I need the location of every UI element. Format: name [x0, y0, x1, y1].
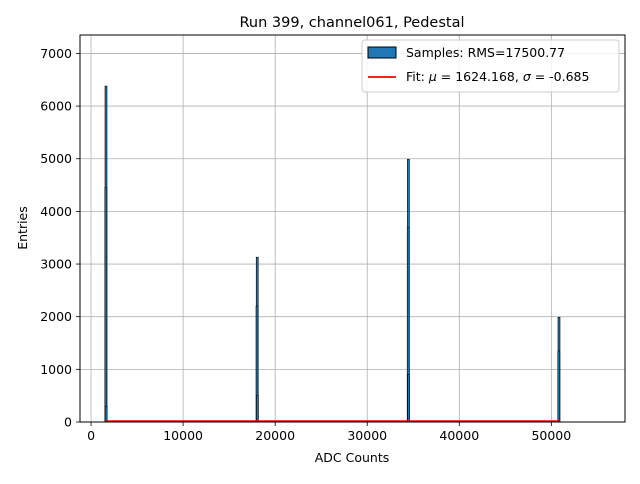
y-tick-label: 3000: [40, 257, 72, 272]
legend-label-samples: Samples: RMS=17500.77: [406, 45, 565, 60]
legend-box: [361, 39, 620, 93]
legend: Samples: RMS=17500.77 Fit: μ = 1624.168,…: [361, 39, 620, 93]
legend-fit-mu-symbol: μ: [428, 69, 437, 84]
y-tick-label: 4000: [40, 204, 72, 219]
x-tick-label: 20000: [255, 428, 295, 443]
legend-fit-prefix: Fit:: [406, 69, 429, 84]
y-axis-label: Entries: [15, 206, 30, 250]
legend-fit-sigma-symbol: σ: [523, 69, 532, 84]
y-tick-label: 7000: [40, 46, 72, 61]
histogram-bar: [557, 350, 561, 423]
y-tick-label: 1000: [40, 362, 72, 377]
x-tick-label: 50000: [531, 428, 571, 443]
chart-title: Run 399, channel061, Pedestal: [239, 15, 464, 31]
x-tick-label: 0: [87, 428, 95, 443]
x-tick-label: 30000: [347, 428, 387, 443]
legend-fit-sigma-value: = -0.685: [531, 69, 590, 84]
y-axis-ticks: 0 1000 2000 3000 4000 5000 6000 7000: [40, 46, 80, 430]
histogram-bar: [104, 187, 108, 423]
x-axis-label: ADC Counts: [315, 450, 390, 465]
x-axis-ticks: 0 10000 20000 30000 40000 50000: [87, 422, 571, 443]
x-tick-label: 40000: [439, 428, 479, 443]
plot-frame: [79, 34, 626, 423]
legend-swatch-samples: [367, 46, 397, 59]
x-tick-label: 10000: [163, 428, 203, 443]
legend-fit-mu-value: = 1624.168,: [437, 69, 523, 84]
y-tick-label: 0: [64, 415, 72, 430]
grid-lines: [80, 35, 625, 423]
y-tick-label: 6000: [40, 99, 72, 114]
histogram-bar: [104, 405, 108, 423]
legend-label-fit: Fit: μ = 1624.168, σ = -0.685: [406, 69, 589, 84]
histogram-bar: [256, 395, 259, 423]
y-tick-label: 5000: [40, 151, 72, 166]
y-tick-label: 2000: [40, 309, 72, 324]
histogram-bar: [407, 374, 410, 423]
